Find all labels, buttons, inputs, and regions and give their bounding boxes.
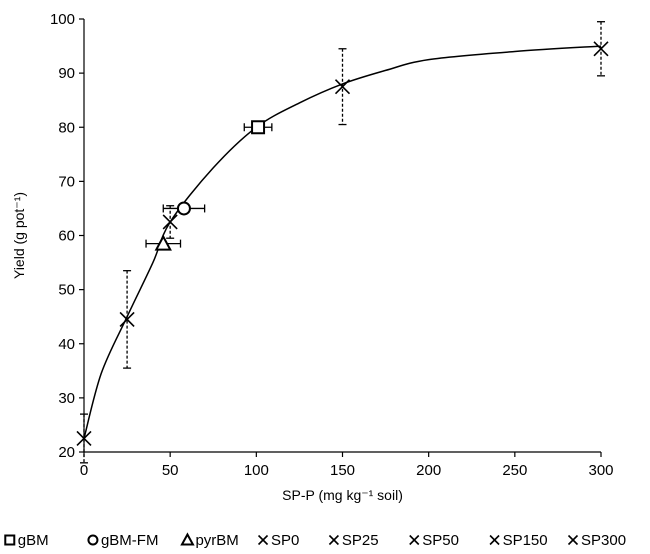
x-marker-stroke [119, 311, 135, 327]
legend-label: gBM [18, 532, 49, 549]
legend-label: SP150 [503, 532, 548, 549]
x-tick-label: 0 [80, 462, 88, 479]
x-marker-stroke [257, 534, 269, 546]
x-marker-stroke [593, 41, 609, 57]
legend-item-gbm-fm: gBM-FM [87, 532, 159, 549]
y-tick-label: 40 [58, 336, 75, 353]
legend-swatch [180, 532, 195, 546]
x-tick-labels: 0 50 100 150 200 250 300 [80, 462, 614, 479]
axes-layer [79, 18, 602, 457]
square-marker [4, 534, 16, 546]
x-tick-label: 200 [416, 462, 441, 479]
marker-sp50 [162, 214, 178, 230]
legend-swatch [328, 534, 339, 546]
legend-swatch [567, 534, 579, 546]
legend-item-sp150: SP150 [489, 532, 548, 549]
y-tick-label: 50 [58, 282, 75, 299]
legend-swatch [489, 534, 500, 546]
x-tick-label: 50 [162, 462, 179, 479]
legend-swatch [4, 534, 16, 546]
legend-item-sp0: SP0 [257, 532, 299, 549]
x-axis-title: SP-P (mg kg⁻¹ soil) [282, 487, 403, 503]
x-marker-stroke [334, 79, 351, 95]
square-marker [251, 120, 266, 135]
marker-sp150 [334, 79, 351, 95]
marker-layer [76, 41, 609, 447]
y-tick-labels: 20 30 40 50 60 70 80 90 100 [50, 11, 75, 461]
legend-item-sp25: SP25 [328, 532, 379, 549]
legend-label: SP50 [422, 532, 459, 549]
legend-swatch [87, 534, 99, 546]
marker-gbm [251, 120, 266, 135]
x-tick-label: 100 [244, 462, 269, 479]
legend-swatch [257, 534, 269, 546]
x-marker-stroke [489, 534, 500, 546]
circle-marker [87, 534, 99, 546]
legend-label: SP25 [342, 532, 379, 549]
x-tick-label: 250 [502, 462, 527, 479]
legend: gBM gBM-FM pyrBM SP0 SP25 SP50 SP150 SP300 [4, 532, 626, 549]
x-marker-stroke [409, 534, 420, 546]
y-tick-label: 60 [58, 228, 75, 245]
y-tick-label: 30 [58, 390, 75, 407]
circle-marker [176, 201, 191, 216]
marker-gbm-fm [176, 201, 191, 216]
triangle-marker [154, 234, 172, 251]
legend-item-sp300: SP300 [567, 532, 626, 549]
x-tick-label: 300 [588, 462, 613, 479]
legend-swatch [409, 534, 420, 546]
marker-sp300 [593, 41, 609, 57]
y-axis-title: Yield (g pot⁻¹) [11, 192, 27, 279]
legend-item-sp50: SP50 [409, 532, 459, 549]
triangle-marker [180, 532, 195, 546]
y-tick-label: 70 [58, 173, 75, 190]
marker-sp25 [119, 311, 135, 327]
x-marker-stroke [567, 534, 579, 546]
y-tick-label: 90 [58, 65, 75, 82]
legend-label: pyrBM [195, 532, 238, 549]
legend-label: gBM-FM [101, 532, 159, 549]
x-marker-stroke [328, 534, 339, 546]
y-tick-label: 100 [50, 11, 75, 28]
legend-label: SP300 [581, 532, 626, 549]
legend-label: SP0 [271, 532, 299, 549]
y-tick-label: 80 [58, 119, 75, 136]
marker-pyrbm [154, 234, 172, 251]
legend-item-pyrbm: pyrBM [180, 532, 239, 549]
error-bar-layer [80, 21, 605, 464]
x-tick-label: 150 [330, 462, 355, 479]
legend-item-gbm: gBM [4, 532, 49, 549]
x-marker-stroke [162, 214, 178, 230]
y-tick-label: 20 [58, 444, 75, 461]
